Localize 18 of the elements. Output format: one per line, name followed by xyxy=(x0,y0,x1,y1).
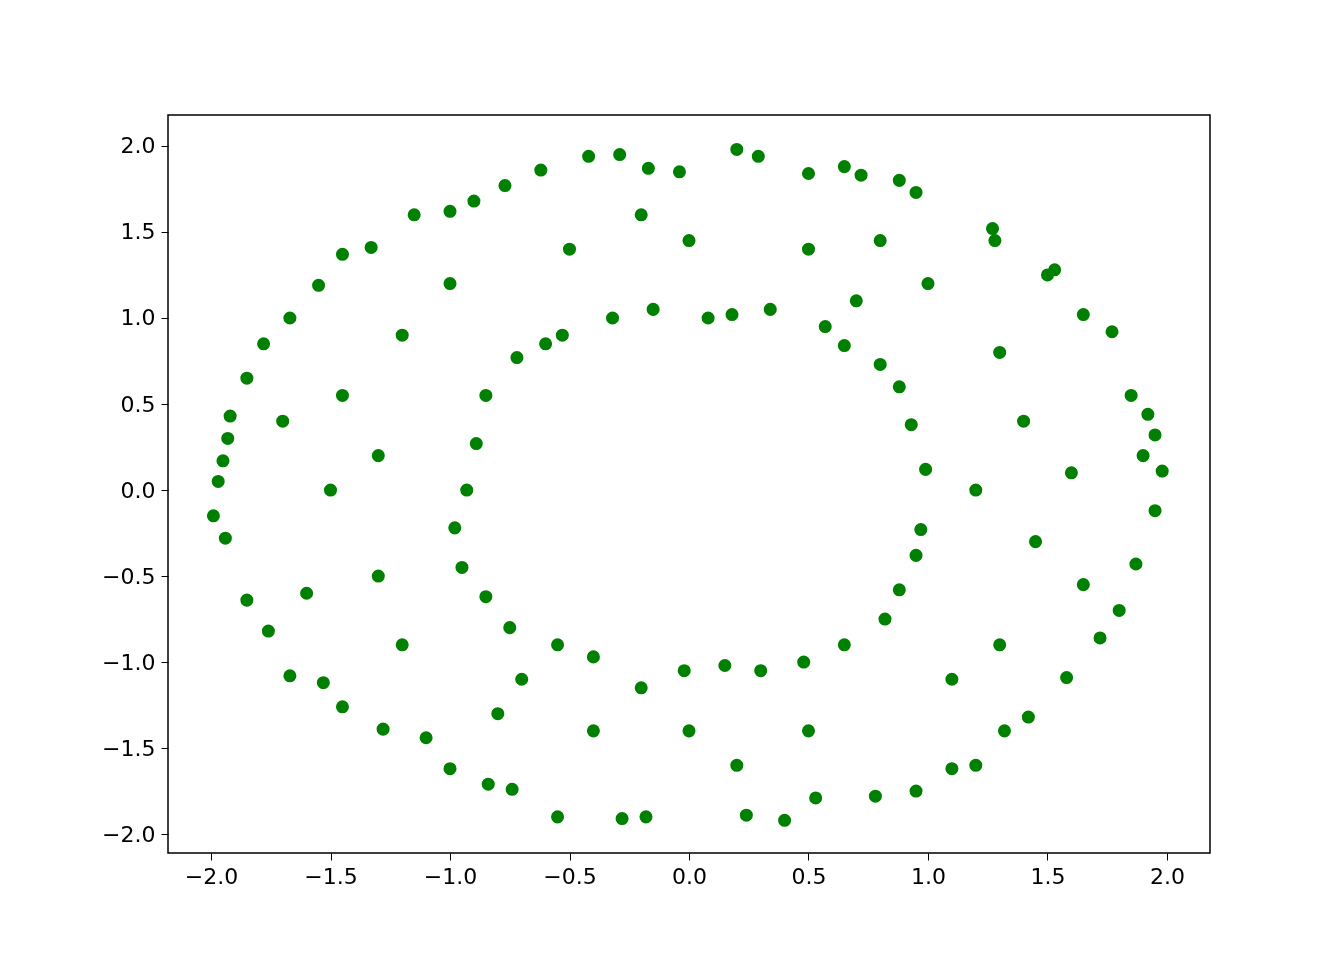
x-tick-label: 1.0 xyxy=(910,863,946,889)
y-tick-label: −0.5 xyxy=(102,563,156,589)
x-tick-label: −1.5 xyxy=(304,863,358,889)
x-tick-label: 2.0 xyxy=(1149,863,1185,889)
x-tick-label: 1.5 xyxy=(1030,863,1066,889)
y-tick-label: −2.0 xyxy=(102,821,156,847)
y-tick-label: −1.0 xyxy=(102,649,156,675)
y-tick-label: 1.0 xyxy=(120,305,156,331)
x-tick-label: −0.5 xyxy=(543,863,597,889)
y-tick-label: 2.0 xyxy=(120,133,156,159)
x-tick-label: 0.5 xyxy=(791,863,827,889)
y-tick-label: 0.5 xyxy=(120,391,156,417)
x-tick-label: −2.0 xyxy=(184,863,239,889)
y-tick-label: 1.5 xyxy=(120,219,156,245)
x-tick-label: 0.0 xyxy=(672,863,707,889)
y-tick-label: −1.5 xyxy=(102,735,156,761)
y-tick-label: 0.0 xyxy=(120,477,156,503)
x-tick-label: −1.0 xyxy=(423,863,478,889)
